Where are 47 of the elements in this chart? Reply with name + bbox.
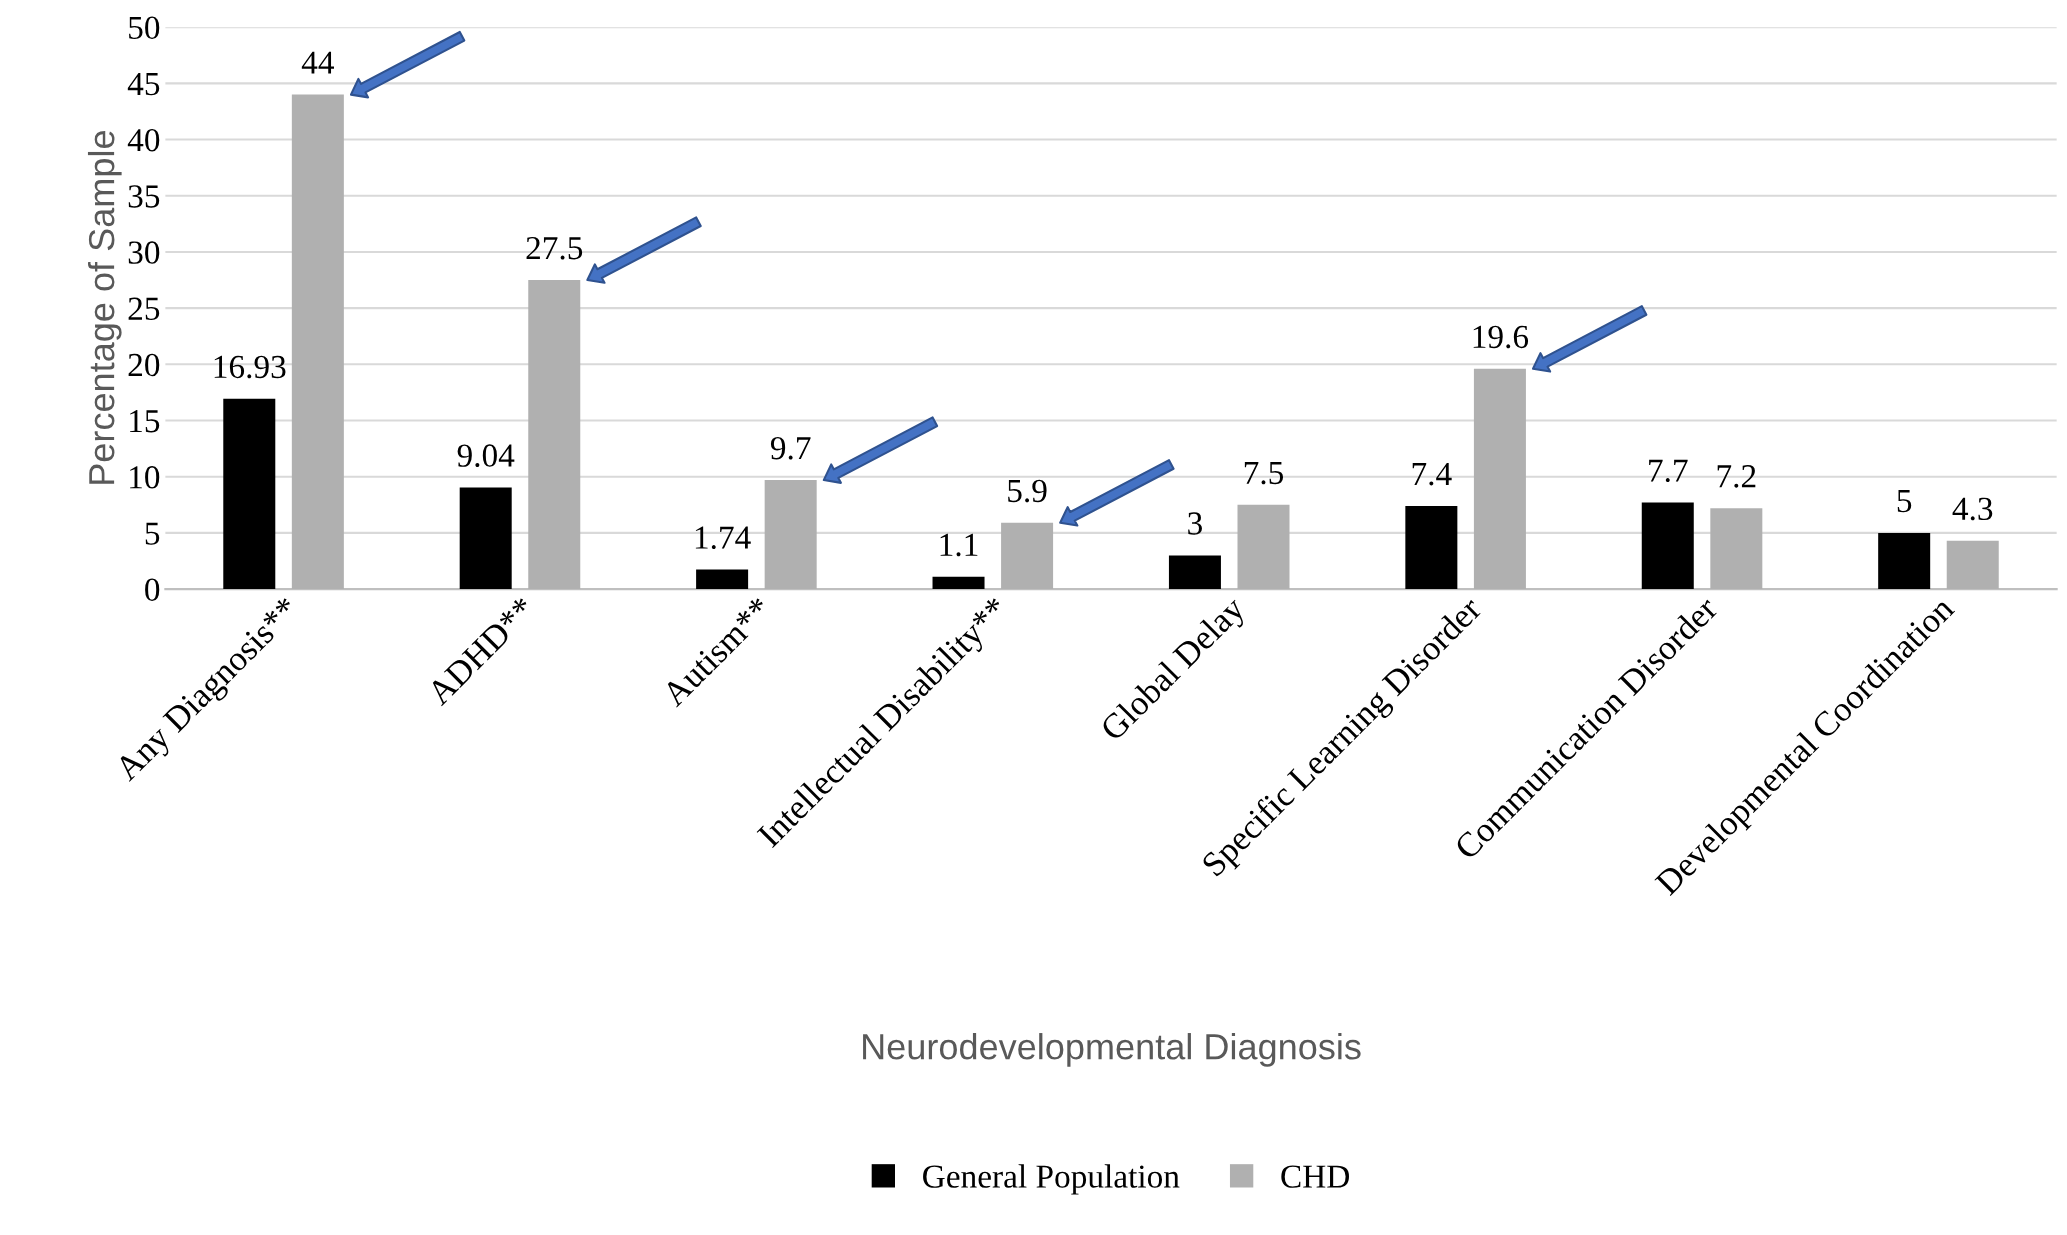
data-label: 9.7	[770, 437, 811, 460]
data-label: 9.04	[457, 444, 515, 467]
bar	[1878, 532, 1931, 590]
data-label: 5.9	[1008, 479, 1047, 503]
y-tick-label: 50	[129, 16, 160, 40]
bar	[528, 280, 581, 590]
bar	[459, 487, 512, 590]
y-tick-label: 5	[145, 522, 160, 545]
y-tick-label: 0	[145, 578, 160, 601]
bar	[1946, 540, 1999, 590]
x-axis-title: Neurodevelopmental Diagnosis	[863, 1033, 1361, 1067]
y-tick-label: 10	[130, 466, 160, 489]
bar	[1641, 502, 1694, 590]
y-tick-label: 25	[128, 297, 160, 321]
data-label: 7.7	[1649, 459, 1688, 483]
bar	[696, 569, 749, 590]
y-tick-label: 35	[128, 185, 160, 208]
data-label: 16.93	[214, 355, 286, 379]
data-label: 27.5	[526, 236, 583, 260]
bar	[764, 480, 817, 590]
data-label: 1.74	[695, 526, 751, 550]
bar	[932, 576, 985, 590]
bar	[1168, 555, 1221, 590]
legend-label: CHD	[1281, 1165, 1349, 1188]
data-label: 19.6	[1473, 325, 1529, 349]
y-tick-label: 20	[128, 353, 160, 377]
data-label: 5	[1897, 490, 1912, 513]
y-tick-label: 45	[127, 72, 160, 96]
bar	[291, 94, 344, 590]
y-tick-label: 30	[128, 241, 160, 264]
data-label: 7.2	[1717, 465, 1756, 488]
data-label: 7.5	[1244, 461, 1284, 485]
y-axis-title: Percentage of Sample	[87, 131, 122, 484]
bar	[1473, 368, 1526, 590]
data-label: 1.1	[940, 533, 978, 557]
bar	[1405, 505, 1458, 590]
legend-label: General Population	[923, 1164, 1180, 1195]
y-tick-label: 15	[130, 410, 160, 433]
data-label: 44	[301, 51, 334, 74]
data-label: 3	[1188, 512, 1202, 535]
bar	[1001, 522, 1054, 590]
bar	[1710, 508, 1763, 590]
bar	[1237, 504, 1290, 590]
y-tick-label: 40	[127, 128, 160, 152]
data-label: 4.3	[1952, 497, 1993, 521]
data-label: 7.4	[1412, 463, 1452, 486]
bar	[223, 398, 276, 590]
